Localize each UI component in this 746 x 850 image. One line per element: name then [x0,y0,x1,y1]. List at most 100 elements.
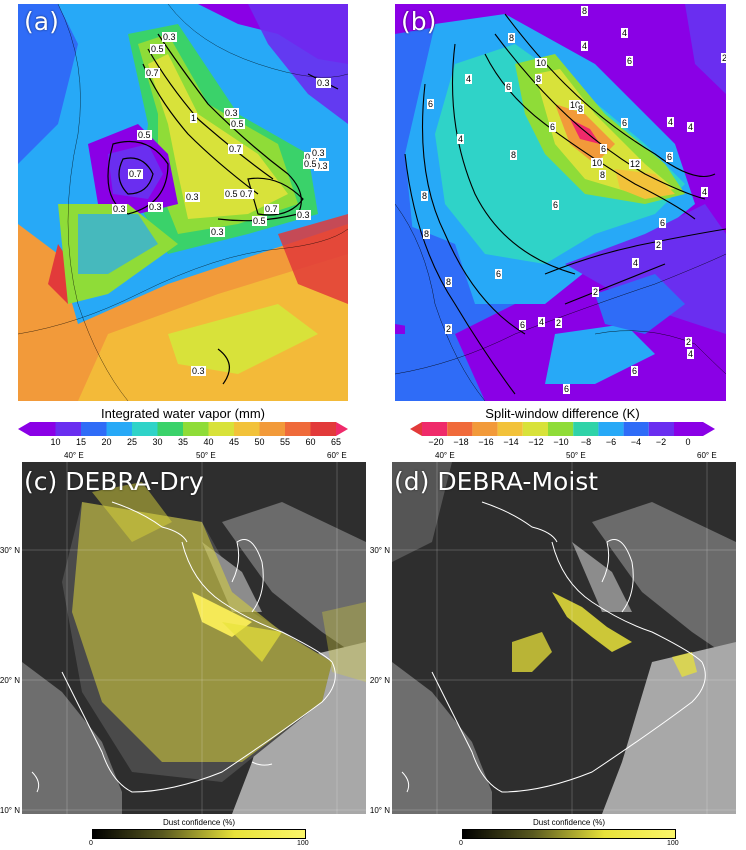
contour-label: 0.3 [224,108,239,118]
contour-label: 12 [629,159,642,169]
dust-colorbar-d-title: Dust confidence (%) [532,818,606,827]
dust-colorbar-c-title: Dust confidence (%) [162,818,236,827]
contour-label: 10 [569,100,582,110]
contour-label: 0.3 [316,78,331,88]
contour-label: 4 [581,41,589,51]
contour-label: 6 [552,200,560,210]
contour-label: 0.5 [224,189,239,199]
contour-label: 6 [621,118,629,128]
contour-label: 0.3 [148,202,163,212]
contour-label: 0.3 [314,161,329,171]
contour-label: 0.3 [296,210,311,220]
contour-label: 0.7 [145,68,160,78]
contour-label: 2 [445,324,453,334]
lat-label: 10° N [0,806,20,815]
dust-min-label: 0 [89,840,93,847]
contour-label: 4 [457,134,465,144]
colorbar-iwv: Integrated water vapor (mm) 10 15 20 25 … [18,405,348,447]
lon-label: 40° E [435,451,455,460]
contour-label: 8 [508,33,516,43]
contour-label: 4 [701,187,709,197]
lon-label: 50° E [196,451,216,460]
panel-a-label: (a) [24,7,59,36]
contour-label: 8 [535,74,543,84]
contour-label: 0.3 [311,148,326,158]
dust-max-label: 100 [297,840,309,847]
contour-label: 6 [626,56,634,66]
tick-label: 15 [75,437,86,447]
contour-label: 1 [190,113,198,123]
tick-label: −18 [453,437,469,447]
colorbar-iwv-bar [18,422,348,436]
tick-label: −8 [580,437,592,447]
panel-d-debra-moist-map: (d) DEBRA-Moist [392,462,736,814]
dust-colorbar-c-bar [92,829,306,839]
panel-b-split-window-map: 8 4 8 6 10 8 4 4 2 6 6 10 8 6 6 4 4 8 6 … [395,4,726,401]
lon-label: 60° E [327,451,347,460]
tick-label: −14 [503,437,519,447]
contour-label: 4 [632,258,640,268]
lat-label: 30° N [369,546,390,555]
contour-label: 0.3 [112,204,127,214]
contour-label: 0.3 [185,192,200,202]
debra-dry-image [22,462,366,814]
contour-label: 4 [687,122,695,132]
contour-label: 6 [549,122,557,132]
contour-label: 8 [581,6,589,16]
lat-label: 20° N [369,676,390,685]
lon-label: 50° E [566,451,586,460]
tick-label: 25 [126,437,137,447]
tick-label: 60 [305,437,316,447]
tick-label: 55 [279,437,290,447]
contour-label: 0.5 [230,119,245,129]
contour-label: 8 [421,191,429,201]
contour-label: 0.5 [137,130,152,140]
contour-label: 4 [687,349,695,359]
tick-label: 65 [330,437,341,447]
iwv-map-image [18,4,348,401]
contour-label: 0.5 [252,216,267,226]
dust-colorbar-d: Dust confidence (%) 0 100 [459,818,679,848]
swd-map-image [395,4,726,401]
panel-d-label: (d) DEBRA-Moist [394,467,599,496]
tick-label: 20 [101,437,112,447]
debra-moist-image [392,462,736,814]
tick-label: −4 [630,437,642,447]
contour-label: 6 [563,384,571,394]
tick-label: 10 [50,437,61,447]
tick-label: −10 [553,437,569,447]
panel-a-water-vapor-map: 0.3 0.5 0.7 0.3 0.3 0.5 0.7 0.5 0.5 0.7 … [18,4,348,401]
contour-label: 0.5 [303,159,318,169]
contour-label: 10 [591,158,604,168]
lat-label: 20° N [0,676,20,685]
tick-label: −6 [605,437,617,447]
contour-label: 6 [631,366,639,376]
contour-label: 2 [685,337,693,347]
tick-label: 0 [685,437,691,447]
tick-label: 40 [203,437,214,447]
contour-label: 8 [445,277,453,287]
tick-label: 45 [228,437,239,447]
colorbar-iwv-title: Integrated water vapor (mm) [100,406,265,421]
colorbar-swd-title: Split-window difference (K) [485,406,640,421]
dust-max-label: 100 [667,840,679,847]
contour-label: 6 [600,144,608,154]
contour-label: 6 [495,269,503,279]
contour-label: 6 [666,152,674,162]
contour-label: 0.3 [210,227,225,237]
tick-label: −20 [428,437,444,447]
tick-label: 35 [177,437,188,447]
lon-label: 60° E [697,451,717,460]
contour-label: 2 [555,318,563,328]
colorbar-swd: Split-window difference (K) −20 −18 −16 … [410,405,715,447]
lon-label: 40° E [64,451,84,460]
panel-c-label: (c) DEBRA-Dry [24,467,204,496]
dust-colorbar-c: Dust confidence (%) 0 100 [89,818,309,848]
contour-label: 0.3 [191,366,206,376]
colorbar-swd-bar [410,422,715,436]
contour-label: 6 [519,320,527,330]
contour-label: 4 [538,317,546,327]
panel-b-label: (b) [401,7,437,36]
contour-label: 8 [423,229,431,239]
tick-label: −16 [478,437,494,447]
